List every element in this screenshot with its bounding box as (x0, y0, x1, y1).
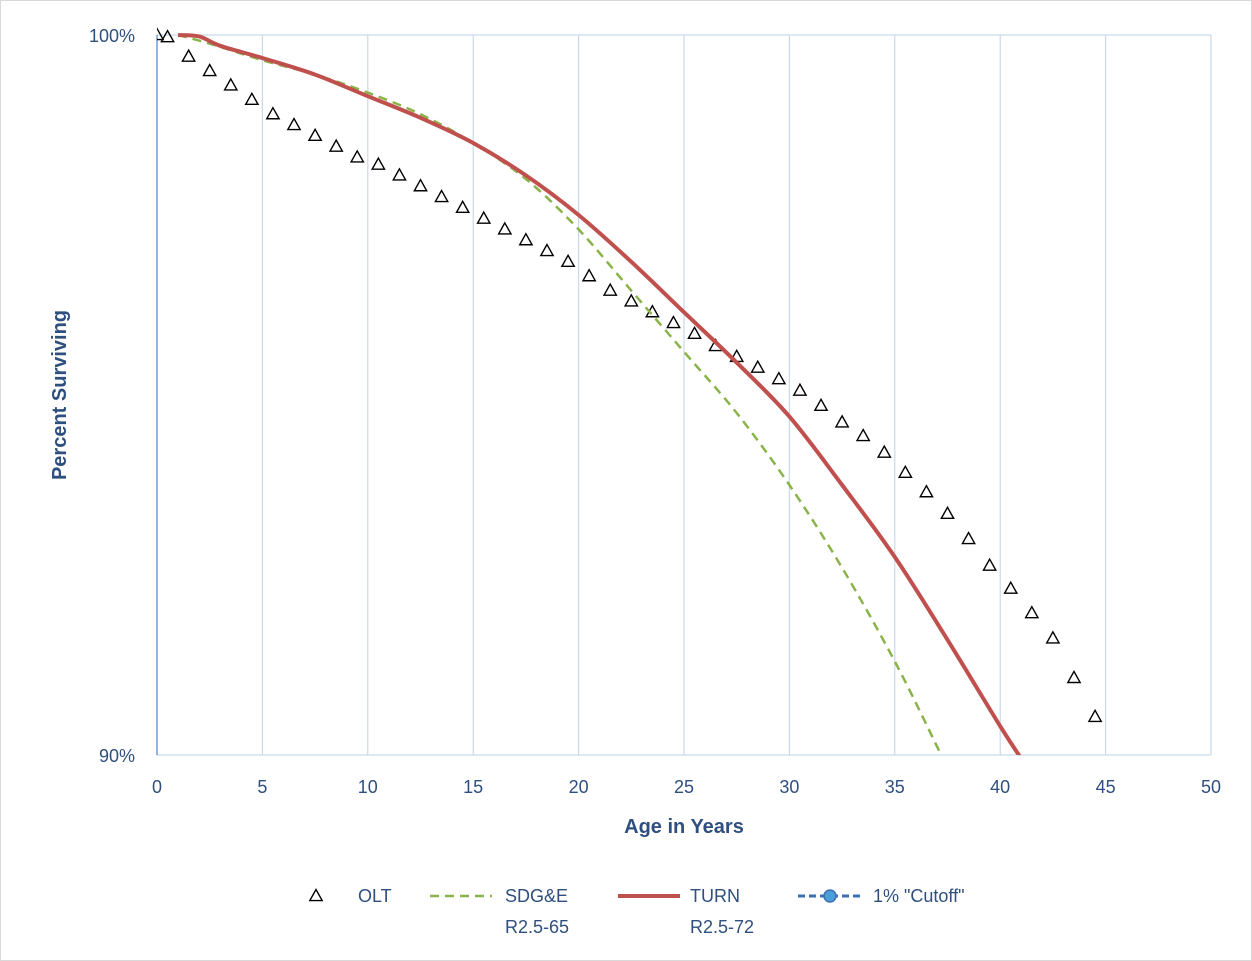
legend-cutoff-label: 1% "Cutoff" (873, 886, 965, 906)
legend-sdge-label: SDG&E (505, 886, 568, 906)
olt-point-0 (157, 27, 165, 41)
olt-point-23 (623, 293, 639, 307)
olt-point-16 (476, 210, 492, 224)
legend-sdge-label-line2: R2.5-65 (505, 917, 569, 937)
olt-point-13 (413, 178, 428, 192)
olt-point-29 (750, 359, 766, 373)
series-turn-line (177, 33, 1022, 755)
series-olt-markers (157, 27, 1103, 723)
olt-point-26 (687, 325, 702, 340)
x-tick-label-40: 40 (990, 777, 1010, 797)
olt-point-39 (961, 531, 976, 545)
legend-turn-label-line2: R2.5-72 (690, 917, 754, 937)
olt-point-11 (370, 156, 386, 170)
olt-point-21 (581, 268, 597, 282)
y-axis-title: Percent Surviving (49, 310, 71, 480)
olt-point-37 (919, 484, 934, 498)
olt-point-42 (1024, 605, 1040, 619)
olt-point-2 (181, 48, 196, 62)
x-tick-label-20: 20 (569, 777, 589, 797)
olt-point-36 (897, 464, 913, 479)
x-tick-label-35: 35 (885, 777, 905, 797)
olt-point-3 (202, 63, 218, 77)
olt-point-44 (1066, 670, 1082, 684)
x-axis-title: Age in Years (624, 816, 744, 838)
x-tick-label-30: 30 (779, 777, 799, 797)
olt-point-22 (602, 282, 618, 296)
olt-point-34 (855, 428, 871, 442)
olt-point-41 (1003, 580, 1019, 594)
olt-point-6 (265, 106, 281, 120)
x-tick-label-10: 10 (358, 777, 378, 797)
legend-olt-label: OLT (358, 886, 392, 906)
tick-labels: 0 5 10 15 20 25 30 35 40 45 50 100% 90% (89, 26, 1221, 797)
x-tick-label-45: 45 (1096, 777, 1116, 797)
olt-point-30 (771, 371, 787, 385)
olt-point-31 (792, 382, 808, 396)
olt-point-8 (307, 127, 323, 142)
olt-point-43 (1045, 630, 1061, 644)
olt-point-14 (434, 189, 449, 203)
series-sdge-line (177, 33, 943, 755)
x-tick-label-15: 15 (463, 777, 483, 797)
x-tick-label-5: 5 (257, 777, 267, 797)
legend-olt-icon (308, 888, 324, 902)
olt-point-45 (1087, 708, 1103, 723)
x-tick-label-0: 0 (152, 777, 162, 797)
olt-point-10 (349, 149, 365, 163)
olt-point-20 (560, 253, 576, 268)
olt-point-25 (666, 315, 681, 329)
olt-point-7 (286, 117, 302, 131)
olt-point-18 (518, 232, 534, 246)
grid-lines (157, 34, 1212, 756)
olt-point-5 (244, 91, 260, 106)
olt-point-1 (160, 29, 175, 43)
olt-point-4 (223, 77, 239, 91)
olt-point-33 (834, 414, 850, 428)
legend-cutoff-marker (823, 889, 837, 903)
x-tick-label-25: 25 (674, 777, 694, 797)
olt-point-32 (813, 397, 829, 412)
series (157, 27, 1103, 755)
olt-point-17 (497, 221, 513, 235)
olt-point-35 (876, 444, 892, 458)
y-tick-label-100: 100% (89, 26, 135, 46)
olt-point-9 (328, 138, 344, 152)
y-tick-label-90: 90% (99, 746, 135, 766)
olt-point-38 (940, 505, 955, 520)
x-tick-label-50: 50 (1201, 777, 1221, 797)
olt-point-19 (539, 243, 555, 257)
legend-turn-label: TURN (690, 886, 740, 906)
olt-point-15 (455, 199, 471, 214)
olt-point-40 (982, 557, 998, 571)
olt-point-12 (392, 167, 407, 181)
legend: OLT SDG&E R2.5-65 TURN R2.5-72 1% "Cutoff" (308, 886, 965, 937)
